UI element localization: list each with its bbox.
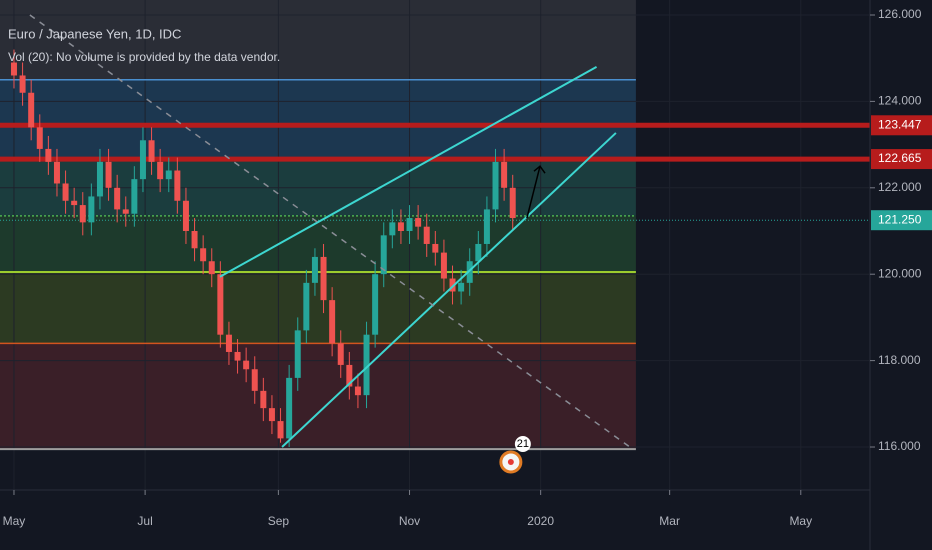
candle-body bbox=[329, 300, 336, 344]
candle-body bbox=[458, 282, 465, 292]
candle-body bbox=[225, 334, 232, 352]
candle-body bbox=[148, 140, 155, 162]
y-tick-label: 120.000 bbox=[878, 266, 922, 280]
trend-line bbox=[29, 14, 631, 448]
candle-body bbox=[286, 377, 293, 439]
x-tick-label: May bbox=[3, 514, 26, 528]
candle-body bbox=[380, 235, 387, 275]
candle-body bbox=[320, 256, 327, 301]
candle-body bbox=[208, 261, 215, 275]
price-label: 123.447 bbox=[878, 117, 922, 131]
candle-body bbox=[423, 226, 430, 244]
candle-body bbox=[397, 222, 404, 232]
x-tick-label: Nov bbox=[399, 514, 420, 528]
candle-body bbox=[28, 92, 35, 128]
candle-body bbox=[389, 222, 396, 236]
x-tick-label: Sep bbox=[268, 514, 290, 528]
candle-body bbox=[174, 170, 181, 201]
candle-body bbox=[415, 218, 422, 227]
candle-body bbox=[346, 364, 353, 387]
plot-area: 21 bbox=[0, 0, 870, 490]
event-badge-label: 21 bbox=[517, 438, 529, 450]
candle-body bbox=[191, 231, 198, 249]
candle-body bbox=[509, 187, 516, 219]
x-tick-label: Mar bbox=[659, 514, 680, 528]
price-label: 122.665 bbox=[878, 151, 922, 165]
candle-body bbox=[466, 261, 473, 283]
candle-body bbox=[268, 408, 275, 422]
candle-body bbox=[96, 161, 103, 197]
candle-body bbox=[483, 209, 490, 244]
candle-body bbox=[501, 161, 508, 188]
y-tick-label: 116.000 bbox=[878, 439, 921, 453]
candle-body bbox=[303, 282, 310, 331]
trend-line bbox=[219, 65, 598, 278]
candle-body bbox=[71, 200, 78, 206]
price-label-box bbox=[871, 210, 932, 231]
y-tick-label: 126.000 bbox=[878, 7, 922, 21]
zone bbox=[0, 0, 636, 80]
zone bbox=[0, 215, 636, 273]
candle-body bbox=[337, 343, 344, 365]
candle-body bbox=[475, 243, 482, 262]
x-tick-label: Jul bbox=[137, 514, 152, 528]
candle-body bbox=[139, 140, 146, 180]
candle-body bbox=[114, 187, 121, 210]
x-tick-label: 2020 bbox=[527, 514, 554, 528]
candle-body bbox=[217, 274, 224, 335]
zone bbox=[0, 272, 636, 344]
candle-body bbox=[182, 200, 189, 232]
candle-body bbox=[372, 274, 379, 335]
trend-line bbox=[281, 132, 617, 448]
candle-body bbox=[251, 369, 258, 391]
price-label: 121.250 bbox=[878, 212, 922, 226]
y-tick-label: 124.000 bbox=[878, 94, 922, 108]
event-badge-box bbox=[514, 436, 531, 452]
arrow-head bbox=[533, 165, 546, 174]
candle-body bbox=[131, 179, 138, 214]
y-tick-label: 118.000 bbox=[878, 353, 921, 367]
price-label-box bbox=[871, 115, 932, 136]
candle-body bbox=[440, 252, 447, 279]
arrow bbox=[526, 166, 541, 219]
candle-body bbox=[354, 386, 361, 396]
chart-title: Euro / Japanese Yen, 1D, IDC bbox=[8, 26, 181, 41]
price-label-box bbox=[871, 149, 932, 170]
candle-body bbox=[88, 196, 95, 223]
x-tick-label: May bbox=[789, 514, 812, 528]
candle-body bbox=[45, 148, 52, 162]
candle-body bbox=[243, 360, 250, 370]
candle-body bbox=[19, 75, 26, 93]
candle-body bbox=[62, 183, 69, 201]
candle-body bbox=[165, 170, 172, 180]
candle-body bbox=[105, 161, 112, 188]
candle-body bbox=[260, 390, 267, 409]
candle-body bbox=[363, 334, 370, 396]
candle-body bbox=[294, 330, 301, 378]
candle-body bbox=[200, 248, 207, 262]
candle-body bbox=[406, 218, 413, 232]
candle-body bbox=[449, 278, 456, 292]
y-tick-label: 122.000 bbox=[878, 180, 922, 194]
event-dot bbox=[507, 459, 514, 465]
candle-body bbox=[432, 243, 439, 253]
candle-body bbox=[157, 161, 164, 180]
chart-subtitle: Vol (20): No volume is provided by the d… bbox=[8, 50, 280, 64]
candle-body bbox=[79, 205, 86, 223]
candle-body bbox=[277, 421, 284, 439]
zone bbox=[0, 79, 636, 160]
candle-body bbox=[10, 62, 17, 76]
candle-body bbox=[234, 351, 241, 361]
candle-body bbox=[122, 209, 129, 214]
candle-body bbox=[311, 256, 318, 283]
candle-body bbox=[53, 161, 60, 184]
candle-body bbox=[36, 127, 43, 149]
candle-body bbox=[492, 161, 499, 210]
